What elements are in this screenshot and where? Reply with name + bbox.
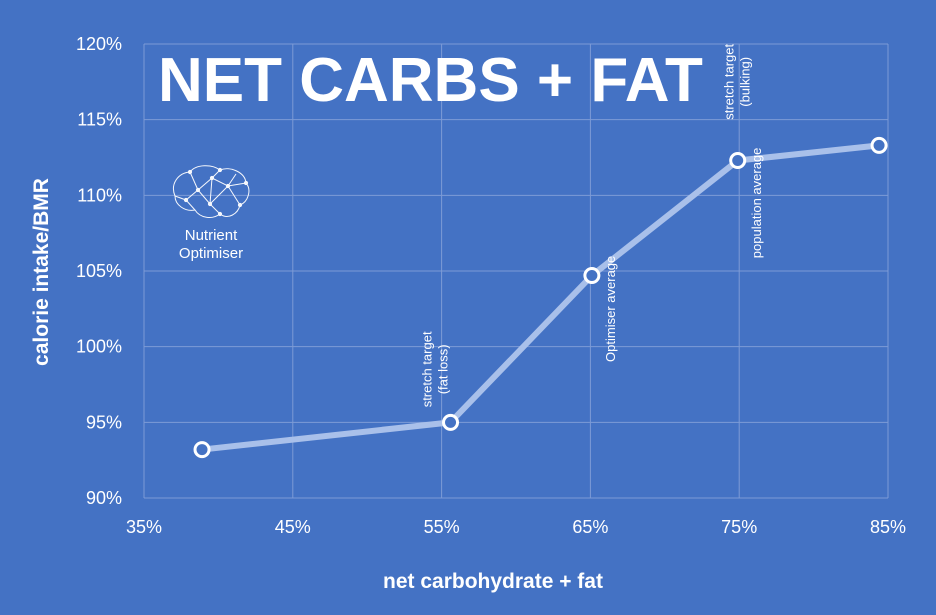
y-tick-label: 110% — [77, 185, 122, 205]
annotation: Optimiser average — [603, 256, 618, 362]
y-axis-title: calorie intake/BMR — [30, 178, 53, 366]
x-tick-labels: 35% 45% 55% 65% 75% 85% — [126, 517, 906, 537]
x-tick-label: 75% — [721, 517, 757, 537]
annotations: stretch target (fat loss)Optimiser averag… — [420, 44, 764, 408]
annotation-line: population average — [749, 148, 764, 259]
logo-line-2: Optimiser — [179, 245, 243, 262]
data-point — [193, 441, 211, 459]
logo-line-1: Nutrient — [185, 227, 238, 244]
y-tick-label: 115% — [77, 110, 122, 130]
x-tick-label: 65% — [572, 517, 608, 537]
brain-icon — [173, 165, 250, 218]
data-series — [193, 136, 888, 459]
annotation-line: (bulking) — [738, 57, 753, 107]
x-axis-title: net carbohydrate + fat — [383, 570, 603, 593]
y-tick-labels: 90% 95% 100% 105% 110% 115% 120% — [76, 34, 122, 508]
chart-title: NET CARBS + FAT — [158, 46, 703, 115]
x-tick-label: 85% — [870, 517, 906, 537]
data-point — [442, 413, 460, 431]
annotation-line: Optimiser average — [603, 256, 618, 362]
data-point — [583, 267, 601, 285]
y-tick-label: 105% — [76, 261, 122, 281]
y-tick-label: 100% — [76, 337, 122, 357]
annotation: stretch target (bulking) — [722, 44, 753, 120]
annotation: population average — [749, 148, 764, 259]
data-point — [870, 136, 888, 154]
x-tick-label: 45% — [275, 517, 311, 537]
data-point — [729, 152, 747, 170]
annotation: stretch target (fat loss) — [420, 331, 451, 407]
series-line — [199, 142, 883, 453]
x-tick-label: 55% — [424, 517, 460, 537]
y-tick-label: 120% — [76, 34, 122, 54]
x-tick-label: 35% — [126, 517, 162, 537]
annotation-line: stretch target — [420, 331, 435, 407]
annotation-line: (fat loss) — [436, 344, 451, 394]
gridlines — [143, 43, 889, 499]
brain-logo: Nutrient Optimiser — [173, 165, 250, 262]
y-tick-label: 90% — [86, 488, 122, 508]
y-tick-label: 95% — [86, 412, 122, 432]
annotation-line: stretch target — [722, 44, 737, 120]
